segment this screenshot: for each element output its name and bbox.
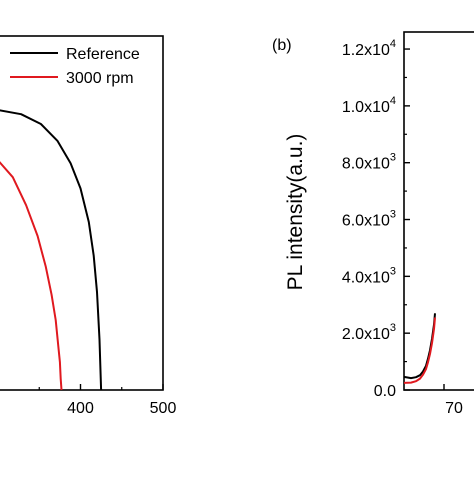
- panel-b-y-tick-label: 1.0x104: [342, 95, 396, 116]
- panel-a-series: [0, 109, 103, 391]
- panel-a-x-ticks: 400 500: [38, 384, 177, 417]
- panel-b: (b) PL intensity(a.u.) 0.0 2.0x103 4.0x103…: [272, 31, 474, 417]
- panel-b-y-ticks: 0.0 2.0x103 4.0x103 6.0x103 8.0x103 1.0x104 1.…: [342, 38, 410, 400]
- panel-b-y-tick-label: 8.0x103: [342, 152, 396, 173]
- panel-a: 400 500 Reference 3000 rpm: [0, 35, 177, 417]
- panel-b-series-line-black: [403, 313, 436, 380]
- panel-b-x-tick-label: 70: [445, 400, 463, 417]
- series-line-3000rpm: [0, 161, 63, 391]
- panel-b-series: [403, 313, 436, 384]
- panel-a-x-tick-label: 400: [67, 400, 94, 417]
- panel-b-y-tick-label: 6.0x103: [342, 209, 396, 230]
- legend-label-reference: Reference: [66, 46, 140, 63]
- panel-b-y-tick-label: 0.0: [374, 383, 396, 400]
- panel-b-label: (b): [272, 37, 292, 54]
- panel-b-series-line-red: [403, 317, 436, 384]
- panel-b-y-axis-label: PL intensity(a.u.): [284, 134, 307, 291]
- panel-b-x-ticks: 70: [443, 384, 463, 417]
- panel-b-axes-frame: [403, 31, 474, 391]
- panel-a-axes-frame: [0, 35, 164, 391]
- panel-b-y-tick-label: 1.2x104: [342, 38, 396, 59]
- panel-a-legend: Reference 3000 rpm: [10, 46, 140, 87]
- panel-b-y-tick-label: 4.0x103: [342, 265, 396, 286]
- panel-b-y-tick-label: 2.0x103: [342, 322, 396, 343]
- legend-label-3000rpm: 3000 rpm: [66, 70, 134, 87]
- series-line-reference: [0, 109, 103, 391]
- panel-a-x-tick-label: 500: [150, 400, 177, 417]
